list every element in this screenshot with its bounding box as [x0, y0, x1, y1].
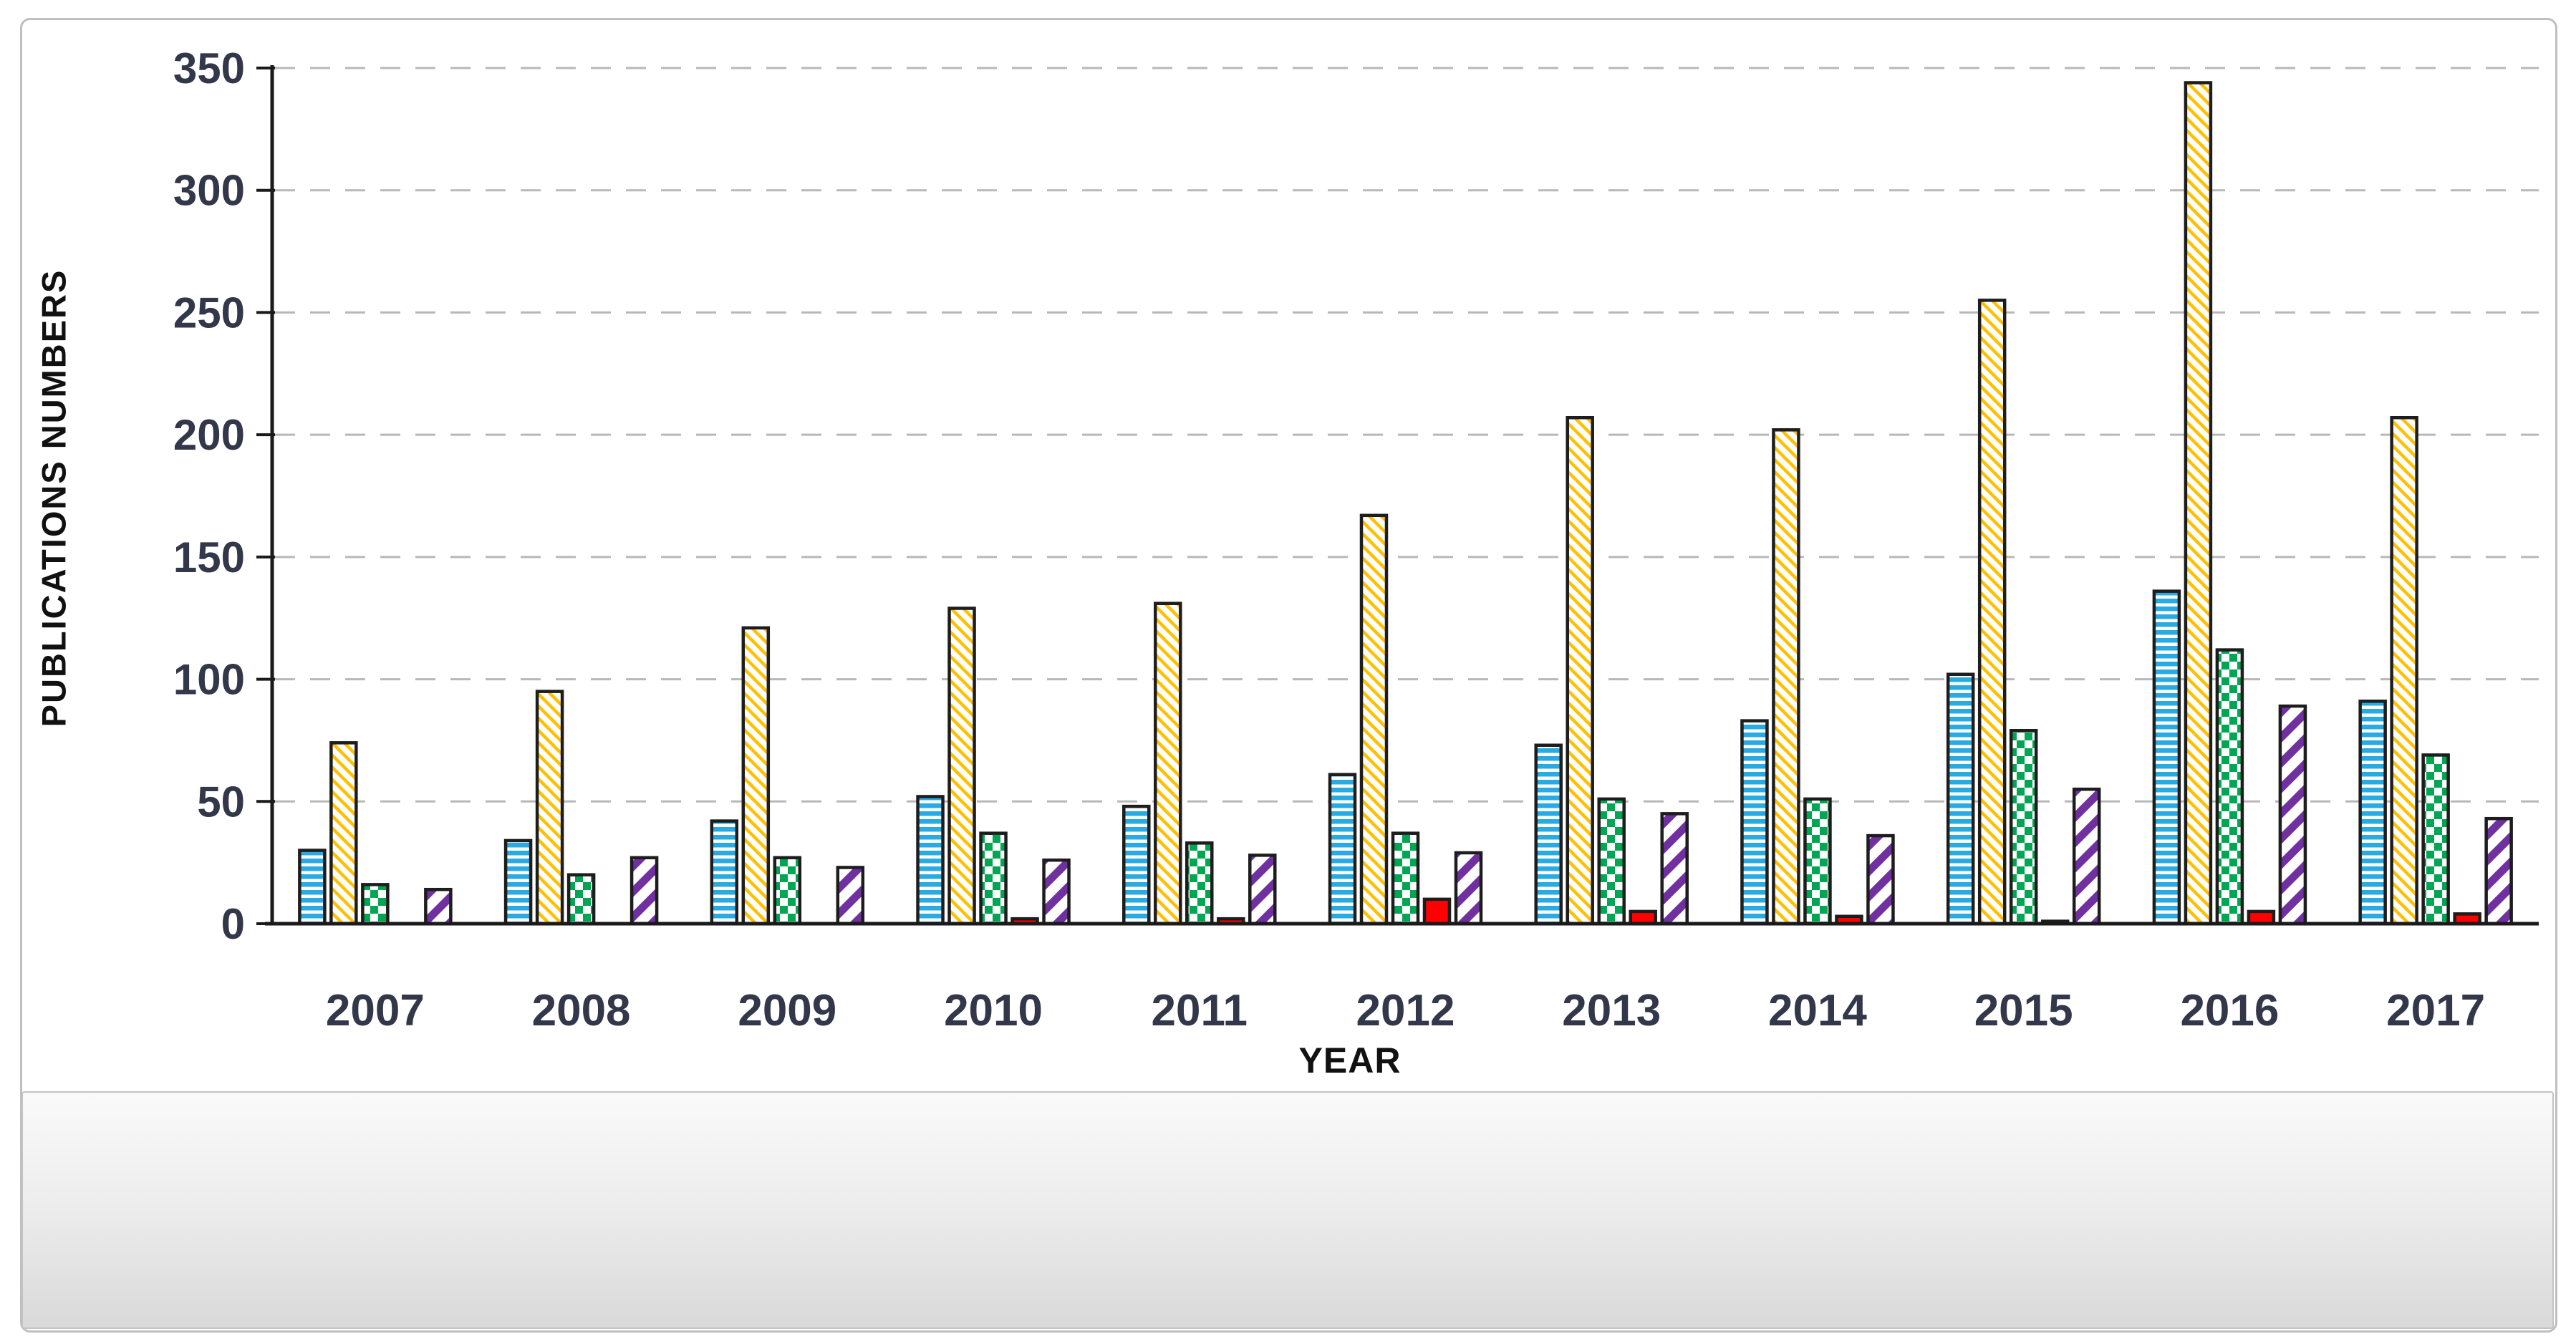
y-tick-label-0: 0 [221, 900, 245, 948]
x-tick-label-2015: 2015 [1974, 986, 2073, 1035]
y-tick-label-250: 250 [173, 289, 245, 337]
bar-2016-series0 [2152, 589, 2181, 926]
bar-2009-series4 [836, 866, 865, 926]
bar-2012-series1 [1359, 513, 1389, 926]
bar-2008-series0 [503, 838, 533, 926]
bar-2008-series4 [629, 856, 659, 926]
bar-2015-series1 [1977, 299, 2007, 926]
bar-2009-series1 [741, 626, 771, 926]
bar-2014-series0 [1740, 719, 1769, 926]
bar-2017-series1 [2390, 415, 2418, 926]
bar-2010-series4 [1042, 858, 1071, 926]
bar-2011-series1 [1154, 601, 1182, 926]
x-tick-label-2014: 2014 [1768, 986, 1867, 1035]
y-tick-label-350: 350 [173, 44, 245, 92]
bar-2015-series2 [2009, 729, 2038, 926]
bar-2016-series4 [2278, 704, 2307, 926]
y-tick-label-200: 200 [173, 411, 245, 459]
bar-2014-series2 [1803, 797, 1832, 926]
bar-2013-series3 [1629, 909, 1657, 926]
y-tick-label-50: 50 [197, 778, 245, 826]
bar-2007-series2 [361, 883, 390, 926]
x-tick-label-2007: 2007 [326, 986, 425, 1035]
bar-2012-series3 [1422, 897, 1452, 926]
bar-2007-series0 [298, 849, 327, 926]
bar-2013-series4 [1660, 812, 1689, 926]
bar-2013-series0 [1534, 743, 1563, 926]
x-tick-label-2016: 2016 [2180, 986, 2279, 1035]
bar-2015-series4 [2072, 787, 2101, 926]
bar-2016-series1 [2184, 81, 2213, 926]
bar-2014-series1 [1772, 428, 1800, 926]
bar-2008-series2 [566, 873, 596, 926]
bar-2017-series4 [2484, 816, 2513, 926]
x-axis-title: YEAR [1298, 1040, 1402, 1081]
bar-2014-series4 [1866, 833, 1895, 926]
bar-2010-series0 [916, 795, 945, 926]
bar-2010-series2 [979, 831, 1008, 926]
x-tick-label-2011: 2011 [1152, 986, 1248, 1035]
y-tick-label-150: 150 [173, 533, 245, 581]
bar-2011-series0 [1122, 804, 1151, 926]
bar-2012-series2 [1391, 831, 1420, 926]
bar-2016-series2 [2215, 648, 2244, 926]
x-tick-label-2012: 2012 [1356, 986, 1455, 1035]
bar-2017-series2 [2421, 753, 2450, 926]
bar-2013-series1 [1566, 415, 1594, 926]
y-axis-title: PUBLICATIONS NUMBERS [34, 269, 73, 727]
bar-2013-series2 [1597, 797, 1626, 926]
y-tick-label-100: 100 [173, 656, 245, 704]
bar-2016-series3 [2247, 909, 2276, 926]
y-tick-label-300: 300 [173, 167, 245, 215]
bar-2009-series2 [773, 856, 802, 926]
legend: SiO2 oxide matrices SiO2 oxice coatings … [21, 1091, 2554, 1329]
bar-2011-series2 [1185, 841, 1214, 926]
bar-2015-series0 [1946, 672, 1975, 926]
bar-2007-series1 [329, 741, 358, 926]
bar-2009-series0 [710, 819, 739, 926]
x-tick-label-2008: 2008 [532, 986, 631, 1035]
bar-2012-series4 [1454, 851, 1483, 926]
bar-2010-series1 [947, 606, 976, 926]
bar-2007-series4 [424, 887, 453, 926]
bar-2008-series1 [535, 690, 564, 926]
x-tick-label-2010: 2010 [944, 986, 1043, 1035]
x-tick-label-2013: 2013 [1562, 986, 1661, 1035]
x-tick-label-2009: 2009 [738, 986, 836, 1035]
bar-2011-series4 [1248, 854, 1277, 926]
x-tick-label-2017: 2017 [2386, 986, 2485, 1035]
bar-2017-series0 [2358, 700, 2387, 926]
bar-2012-series0 [1328, 773, 1357, 926]
